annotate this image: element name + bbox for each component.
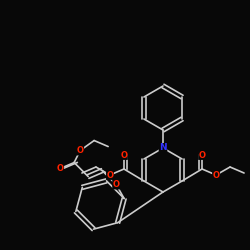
Text: O: O: [198, 150, 205, 160]
Text: O: O: [57, 164, 64, 173]
Text: O: O: [212, 170, 220, 179]
Text: O: O: [120, 150, 128, 160]
Text: O: O: [106, 170, 114, 179]
Text: N: N: [159, 144, 167, 152]
Text: O: O: [77, 146, 84, 155]
Text: O: O: [113, 180, 120, 189]
